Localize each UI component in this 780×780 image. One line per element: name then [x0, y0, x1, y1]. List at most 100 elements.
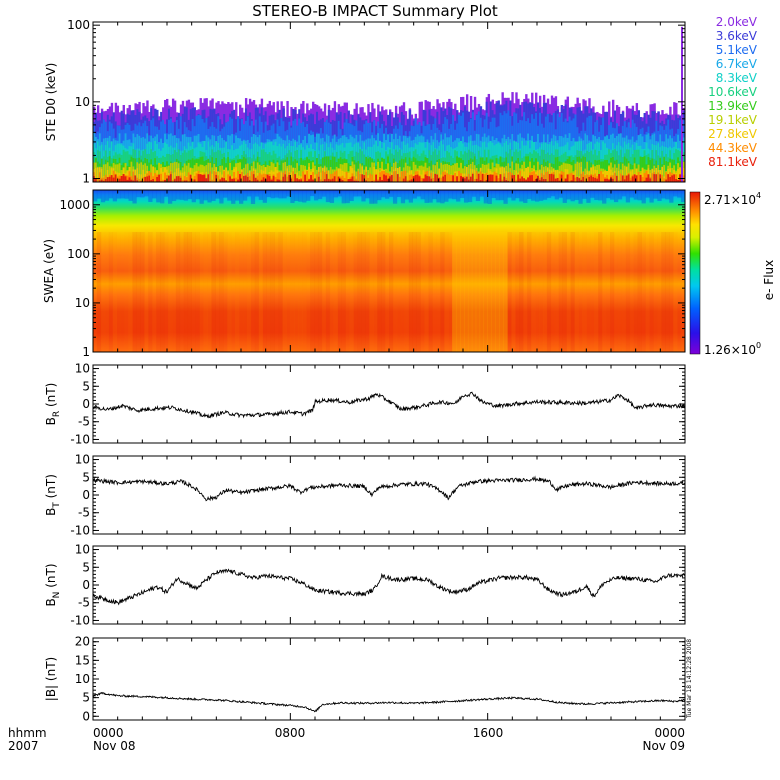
swea-streak	[148, 232, 153, 352]
swea-streak	[610, 232, 615, 352]
ste-band-44-3kev	[613, 172, 617, 182]
swea-streak-top	[215, 190, 220, 199]
ste-band-81-1kev	[242, 175, 246, 182]
ste-band-44-3kev	[187, 172, 191, 182]
swea-streak-top	[389, 190, 394, 197]
ste-band-44-3kev	[286, 176, 289, 182]
ste-band-81-1kev	[337, 176, 341, 182]
ste-band-44-3kev	[617, 180, 621, 182]
swea-panel: 1 10 100 1000 SWEA (eV) 2.71×104 1.26×100 e…	[42, 189, 776, 359]
ste-band-44-3kev	[398, 176, 402, 182]
ste-band-81-1kev	[124, 176, 127, 182]
swea-streak-top	[669, 190, 674, 203]
ste-band-81-1kev	[120, 175, 123, 182]
ste-band-81-1kev	[544, 179, 548, 182]
swea-streak-top	[503, 190, 508, 204]
bn-trace	[93, 568, 685, 606]
ste-band-81-1kev	[540, 177, 544, 182]
ste-band-81-1kev	[383, 174, 386, 182]
swea-streak-top	[195, 190, 200, 200]
swea-streak	[337, 232, 342, 352]
swea-streak-top	[140, 190, 145, 198]
ste-band-44-3kev	[371, 174, 374, 182]
swea-streak-top	[570, 190, 575, 202]
swea-streak-top	[373, 190, 378, 204]
ste-band-81-1kev	[665, 179, 668, 182]
y-tick-label: -10	[70, 432, 90, 446]
ste-band-44-3kev	[365, 171, 368, 182]
ste-band-81-1kev	[653, 174, 656, 182]
swea-streak	[223, 232, 228, 352]
swea-streak	[231, 232, 236, 352]
ste-band-81-1kev	[385, 175, 388, 182]
swea-streak	[400, 232, 406, 352]
ste-band-44-3kev	[454, 172, 457, 182]
swea-streak-top	[519, 190, 524, 202]
ste-band-81-1kev	[248, 180, 252, 182]
ste-legend-27-8kev: 27.8keV	[708, 127, 758, 141]
swea-streak	[290, 232, 295, 352]
swea-streak	[385, 232, 390, 352]
ste-band-81-1kev	[104, 179, 108, 182]
swea-streak-top	[310, 190, 315, 197]
ste-band-81-1kev	[469, 176, 473, 182]
ste-band-81-1kev	[93, 176, 96, 182]
swea-streak-top	[578, 190, 583, 204]
ste-band-81-1kev	[537, 175, 540, 182]
ste-band-81-1kev	[639, 174, 642, 182]
ste-band-44-3kev	[373, 179, 376, 182]
swea-streak	[531, 232, 536, 352]
ste-band-27-8kev	[162, 171, 165, 182]
swea-streak-top	[345, 190, 350, 204]
y-tick-label: 5	[82, 379, 90, 393]
swea-streak-top	[617, 190, 623, 200]
ste-band-81-1kev	[377, 180, 380, 182]
ste-band-19-1kev	[371, 162, 374, 182]
swea-streak-top	[152, 190, 157, 199]
swea-streak	[278, 232, 283, 352]
ste-band-81-1kev	[150, 179, 153, 182]
ste-band-27-8kev	[432, 171, 435, 182]
swea-streak	[175, 232, 181, 352]
swea-streak	[310, 232, 315, 352]
swea-streak-top	[602, 190, 607, 204]
swea-streak	[479, 232, 485, 352]
ste-band-81-1kev	[456, 176, 459, 182]
ste-band-81-1kev	[535, 178, 538, 182]
swea-spectrogram	[93, 190, 685, 352]
ste-band-27-8kev	[428, 170, 431, 182]
ste-band-19-1kev	[412, 161, 416, 182]
ste-band-44-3kev	[256, 175, 260, 182]
ste-band-27-8kev	[235, 167, 238, 182]
y-tick-label: -10	[70, 613, 90, 627]
ste-band-44-3kev	[237, 171, 240, 182]
swea-streak-top	[436, 190, 441, 203]
swea-streak	[503, 232, 508, 352]
y-tick-label: 20	[75, 635, 90, 649]
ste-band-44-3kev	[663, 178, 666, 182]
swea-streak	[416, 232, 421, 352]
ste-band-81-1kev	[556, 177, 560, 182]
ste-band-44-3kev	[586, 174, 589, 182]
ste-band-81-1kev	[256, 179, 260, 182]
ste-band-81-1kev	[619, 180, 623, 182]
ste-band-19-1kev	[173, 161, 177, 182]
ste-band-44-3kev	[195, 173, 198, 182]
ste-band-13-9kev	[554, 157, 558, 182]
ste-band-81-1kev	[582, 176, 585, 182]
x-tick-label-0000-end: 0000	[654, 726, 685, 740]
ste-band-81-1kev	[424, 174, 427, 182]
swea-streak	[282, 232, 287, 352]
ste-band-19-1kev	[663, 165, 666, 182]
swea-streak-top	[333, 190, 338, 198]
ste-band-81-1kev	[471, 173, 475, 182]
ste-band-27-8kev	[596, 170, 599, 182]
ste-band-81-1kev	[231, 178, 234, 182]
swea-streak-top	[420, 190, 425, 200]
ste-band-81-1kev	[244, 175, 248, 182]
ste-band-81-1kev	[505, 180, 508, 182]
ste-band-27-8kev	[521, 169, 524, 182]
ste-band-81-1kev	[667, 174, 670, 182]
ste-band-19-1kev	[102, 164, 106, 182]
swea-streak-top	[160, 190, 165, 204]
